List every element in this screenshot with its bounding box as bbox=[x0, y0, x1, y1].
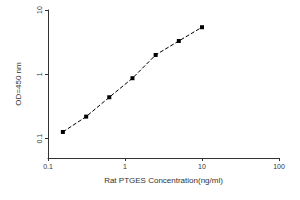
svg-text:Rat PTGES Concentration(ng/ml): Rat PTGES Concentration(ng/ml) bbox=[104, 176, 223, 185]
svg-text:0.1: 0.1 bbox=[36, 134, 43, 144]
svg-text:1: 1 bbox=[36, 72, 43, 76]
svg-text:10: 10 bbox=[36, 6, 43, 14]
svg-text:10: 10 bbox=[198, 163, 206, 170]
svg-text:0.1: 0.1 bbox=[43, 163, 53, 170]
svg-text:100: 100 bbox=[273, 163, 285, 170]
svg-text:1: 1 bbox=[123, 163, 127, 170]
svg-text:OD=450 nm: OD=450 nm bbox=[14, 62, 23, 106]
